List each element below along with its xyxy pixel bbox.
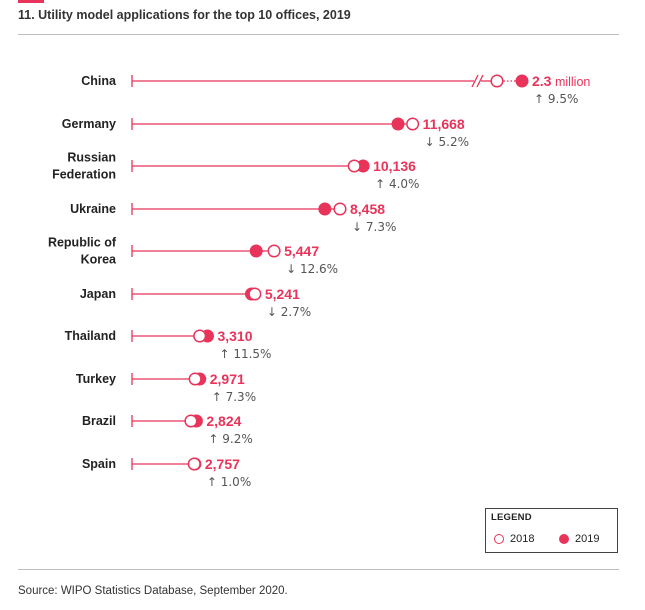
value-label: 11,668 (423, 116, 465, 132)
marker-2018 (347, 159, 361, 173)
row-label: Germany (62, 117, 116, 131)
value-label: 10,136 (373, 158, 416, 174)
marker-2019 (318, 202, 332, 216)
legend: LEGEND 2018 2019 (485, 508, 618, 553)
row-label: Thailand (65, 329, 116, 343)
open-circle-icon (494, 534, 504, 544)
legend-title: LEGEND (491, 512, 532, 523)
marker-2018 (406, 117, 420, 131)
change-label: ↑ 11.5% (219, 347, 271, 361)
change-label: ↓ 7.3% (352, 220, 396, 234)
change-label: ↓ 5.2% (425, 135, 469, 149)
change-label: ↑ 4.0% (375, 177, 419, 191)
legend-label-2019: 2019 (575, 533, 600, 545)
legend-item-2019: 2019 (559, 533, 599, 545)
axis-break-mark (471, 74, 479, 88)
chart-title: 11. Utility model applications for the t… (18, 8, 351, 22)
accent-bar (18, 0, 44, 3)
change-label: ↑ 9.2% (208, 432, 252, 446)
marker-2018 (490, 74, 504, 88)
value-label: 3,310 (217, 328, 252, 344)
change-label: ↓ 12.6% (286, 262, 338, 276)
change-label: ↑ 1.0% (207, 475, 251, 489)
title-divider (18, 34, 619, 35)
row-label: Japan (80, 287, 116, 301)
marker-2018 (248, 287, 262, 301)
value-label: 5,447 (284, 243, 319, 259)
value-label: 2,971 (210, 371, 245, 387)
legend-item-2018: 2018 (494, 533, 534, 545)
legend-label-2018: 2018 (510, 533, 535, 545)
filled-circle-icon (559, 534, 569, 544)
row-label: Republic of (48, 236, 117, 250)
marker-2019 (391, 117, 405, 131)
marker-2018 (187, 457, 201, 471)
value-label: 8,458 (350, 201, 385, 217)
marker-2019 (249, 244, 263, 258)
value-label: 5,241 (265, 286, 300, 302)
change-label: ↑ 9.5% (534, 92, 578, 106)
marker-2018 (267, 244, 281, 258)
marker-2019 (515, 74, 529, 88)
value-label: 2.3 million (532, 73, 590, 89)
row-label: Spain (82, 457, 116, 471)
dot-plot-chart: China 2.3 million ↑ 9.5% Germany 11,668 ↓ 5.2… (48, 73, 590, 489)
axis-break-mark (476, 74, 484, 88)
row-label: Turkey (76, 372, 116, 386)
value-label: 2,824 (206, 413, 241, 429)
value-unit: million (551, 75, 590, 89)
marker-2018 (193, 329, 207, 343)
footer-divider (18, 569, 619, 570)
row-label: Brazil (82, 414, 116, 428)
row-label: China (81, 74, 117, 88)
value-label: 2,757 (205, 456, 240, 472)
row-label: Federation (52, 168, 116, 182)
source-note: Source: WIPO Statistics Database, Septem… (18, 585, 288, 597)
marker-2018 (184, 414, 198, 428)
change-label: ↓ 2.7% (267, 305, 311, 319)
row-label: Russian (67, 151, 116, 165)
change-label: ↑ 7.3% (212, 390, 256, 404)
row-label: Korea (81, 253, 117, 267)
marker-2018 (188, 372, 202, 386)
row-label: Ukraine (70, 202, 116, 216)
marker-2018 (333, 202, 347, 216)
